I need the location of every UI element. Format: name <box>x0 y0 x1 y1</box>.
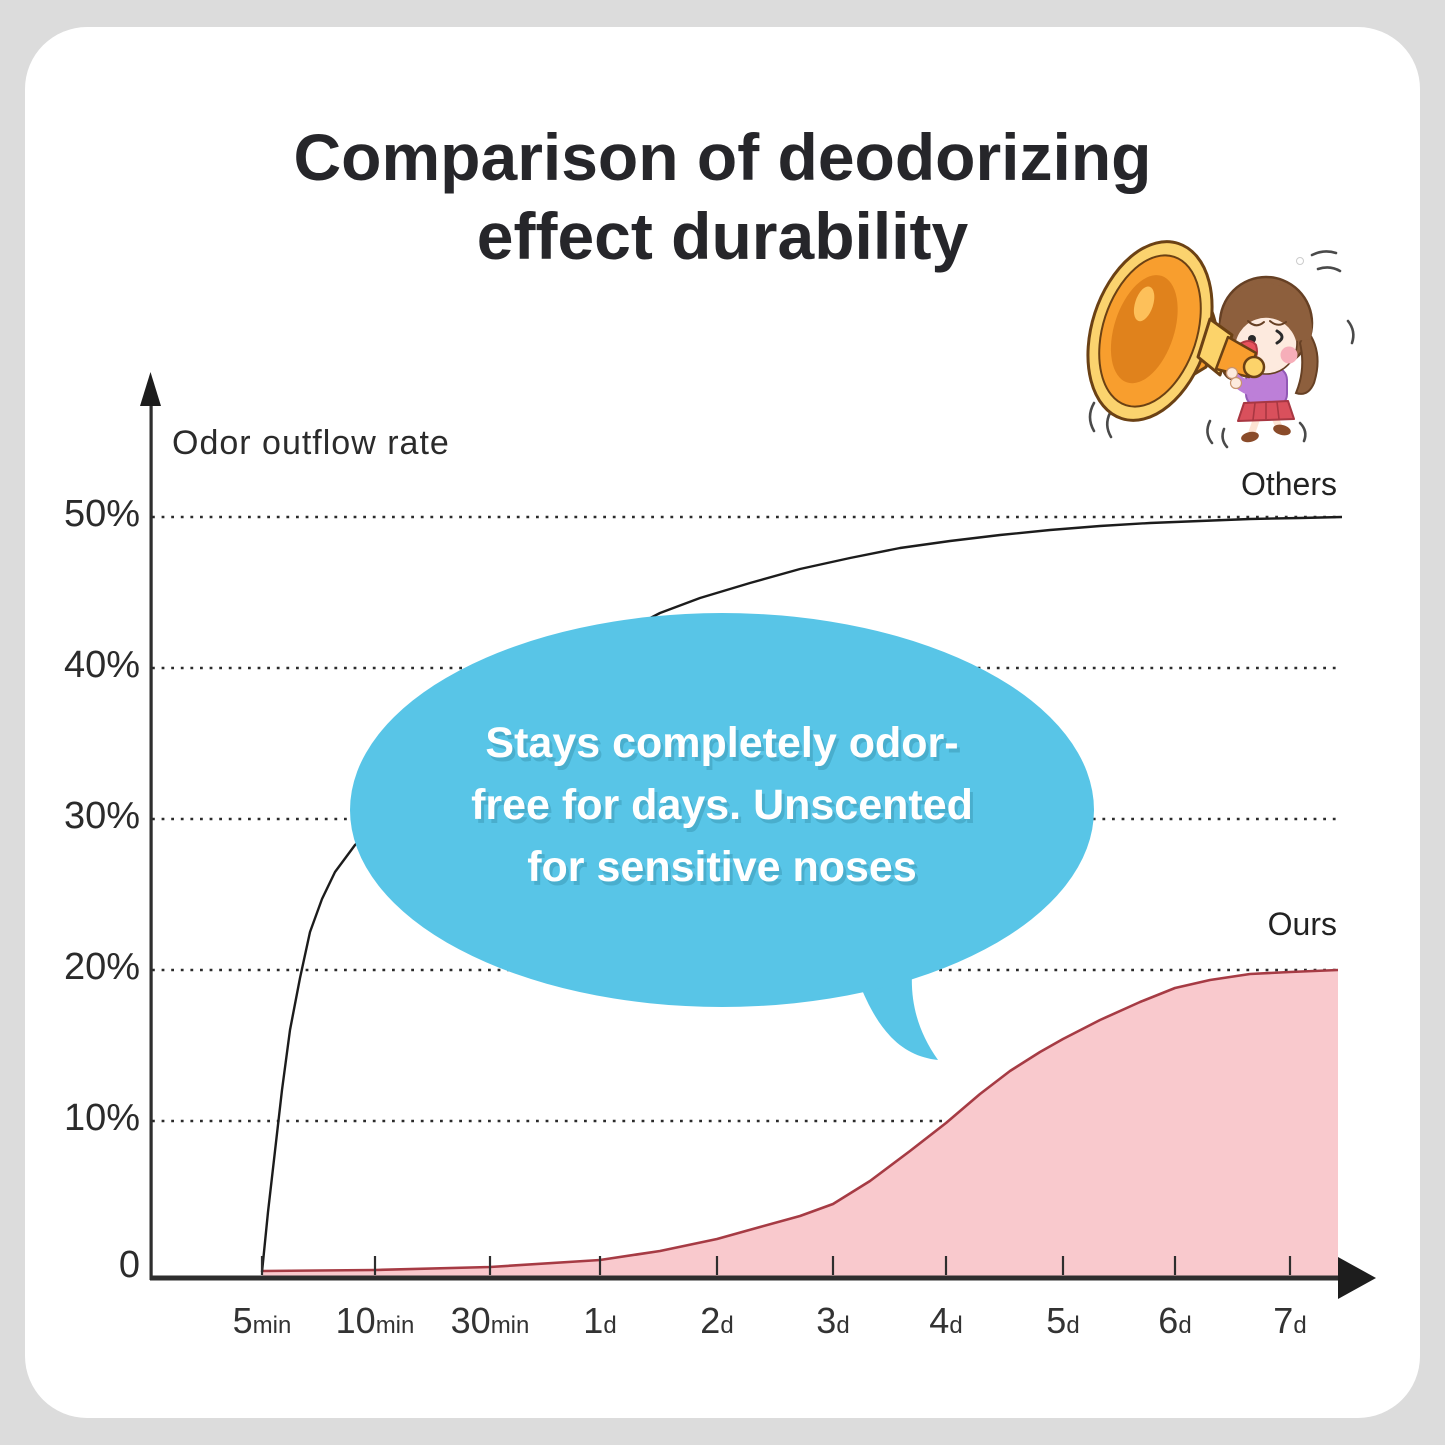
y-tick-10: 10% <box>63 1097 140 1139</box>
x-tick-3d: 3d <box>816 1300 850 1341</box>
megaphone-girl-illustration <box>1086 240 1355 449</box>
ours-series-label: Ours <box>1267 906 1337 942</box>
title-line-1: Comparison of deodorizing <box>293 120 1152 194</box>
girl-bang-arc-2 <box>1269 320 1287 326</box>
x-tick-4d: 4d <box>929 1300 963 1341</box>
speech-bubble-text: Stays completely odor- free for days. Un… <box>332 712 1112 898</box>
x-tick-10min: 10min <box>335 1300 415 1341</box>
girl-shoe-right <box>1273 424 1291 436</box>
x-tick-6d: 6d <box>1158 1300 1192 1341</box>
megaphone <box>1086 240 1266 422</box>
x-axis-ticks <box>260 1256 1292 1275</box>
motion-lines <box>1088 250 1355 449</box>
speech-bubble-body <box>350 613 1094 1007</box>
girl-hand-2 <box>1229 376 1243 390</box>
girl-cheek <box>1280 346 1298 364</box>
girl-skirt-pleats <box>1252 401 1280 421</box>
y-tick-40: 40% <box>63 644 140 686</box>
ours-area-fill <box>262 970 1338 1276</box>
y-axis-arrowhead <box>140 372 161 406</box>
others-series-label: Others <box>1240 466 1337 502</box>
x-tick-7d: 7d <box>1273 1300 1307 1341</box>
ours-curve <box>261 968 1339 1273</box>
x-tick-2d: 2d <box>700 1300 734 1341</box>
bubble-line-3: for sensitive noses <box>527 843 917 891</box>
y-tick-30: 30% <box>63 795 140 837</box>
girl-shoe-left <box>1241 431 1259 443</box>
girl-eye-wink <box>1275 329 1284 345</box>
girl-hair-side-right <box>1294 327 1319 395</box>
title-line-2: effect durability <box>476 199 969 273</box>
bubble-line-2: free for days. Unscented <box>471 781 973 829</box>
x-axis-line <box>150 1275 1342 1281</box>
megaphone-mouthpiece-ring <box>1242 355 1266 379</box>
bubble-line-1: Stays completely odor- <box>485 719 959 767</box>
y-tick-origin: 0 <box>118 1244 140 1286</box>
y-axis-title: Odor outflow rate <box>172 424 450 462</box>
y-tick-50: 50% <box>63 493 140 535</box>
x-tick-30min: 30min <box>450 1300 530 1341</box>
x-tick-1d: 1d <box>583 1300 617 1341</box>
megaphone-bell <box>1086 240 1214 422</box>
y-tick-20: 20% <box>63 946 140 988</box>
hair-sparkle <box>1296 257 1304 265</box>
girl-hand-1 <box>1225 366 1239 380</box>
x-axis-arrowhead <box>1338 1257 1376 1299</box>
girl-bangs <box>1220 283 1312 341</box>
page-title: Comparison of deodorizing effect durabil… <box>0 118 1445 276</box>
x-tick-5d: 5d <box>1046 1300 1080 1341</box>
x-tick-5min: 5min <box>232 1300 292 1341</box>
girl-bang-arc-1 <box>1247 320 1265 327</box>
y-axis-line <box>149 398 153 1280</box>
speech-bubble <box>350 613 1094 1060</box>
axes <box>140 372 1376 1299</box>
